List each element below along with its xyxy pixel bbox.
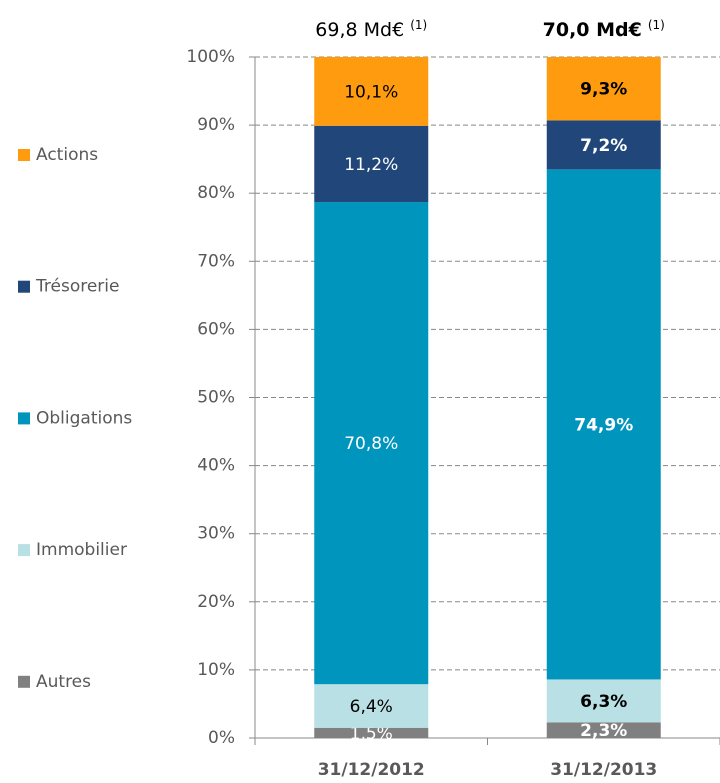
bar-segment bbox=[314, 727, 429, 738]
legend-label: Actions bbox=[36, 145, 98, 165]
legend-swatch bbox=[18, 280, 30, 293]
y-tick-label: 60% bbox=[197, 319, 235, 339]
legend-label: Obligations bbox=[36, 408, 132, 428]
y-tick-label: 40% bbox=[197, 456, 235, 476]
bar-segment bbox=[314, 57, 429, 126]
total-value: 70,0 Md€ bbox=[543, 19, 642, 41]
legend-swatch bbox=[18, 675, 30, 688]
legend-label: Immobilier bbox=[36, 540, 127, 560]
data-label: 10,1% bbox=[344, 82, 398, 102]
total-label: 69,8 Md€ (1) bbox=[315, 18, 427, 41]
total-label: 70,0 Md€ (1) bbox=[543, 18, 665, 41]
y-tick-label: 80% bbox=[197, 183, 235, 203]
y-tick-label: 70% bbox=[197, 251, 235, 271]
bar-segment bbox=[314, 202, 429, 685]
y-tick-label: 10% bbox=[197, 660, 235, 680]
legend-swatch bbox=[18, 149, 30, 161]
data-label: 2,3% bbox=[580, 721, 627, 741]
x-tick-label: 31/12/2013 bbox=[550, 760, 657, 780]
y-tick-label: 30% bbox=[197, 524, 235, 544]
bar-segment bbox=[546, 120, 661, 170]
bar-segment bbox=[546, 57, 661, 121]
y-tick-label: 0% bbox=[208, 728, 235, 748]
legend-swatch bbox=[18, 412, 30, 425]
bar-segment bbox=[314, 125, 429, 203]
total-note: (1) bbox=[410, 18, 427, 32]
y-tick-label: 90% bbox=[197, 115, 235, 135]
data-label: 9,3% bbox=[580, 80, 627, 100]
data-label: 74,9% bbox=[574, 415, 633, 435]
bar-segment bbox=[546, 722, 661, 738]
y-tick-label: 20% bbox=[197, 592, 235, 612]
y-tick-label: 50% bbox=[197, 388, 235, 408]
data-label: 7,2% bbox=[580, 136, 627, 156]
bar-segment bbox=[546, 169, 661, 680]
bar-segment bbox=[314, 684, 429, 728]
legend-label: Trésorerie bbox=[35, 277, 119, 297]
data-label: 70,8% bbox=[344, 434, 398, 454]
data-label: 6,4% bbox=[350, 697, 393, 717]
total-note: (1) bbox=[648, 18, 665, 32]
data-label: 1,5% bbox=[350, 724, 393, 744]
y-tick-label: 100% bbox=[186, 47, 235, 67]
legend-swatch bbox=[18, 544, 30, 557]
bar-segment bbox=[546, 679, 661, 723]
data-label: 6,3% bbox=[580, 692, 627, 712]
data-label: 11,2% bbox=[344, 155, 398, 175]
legend-label: Autres bbox=[36, 672, 91, 692]
x-tick-label: 31/12/2012 bbox=[318, 760, 425, 780]
total-value: 69,8 Md€ bbox=[315, 19, 404, 41]
